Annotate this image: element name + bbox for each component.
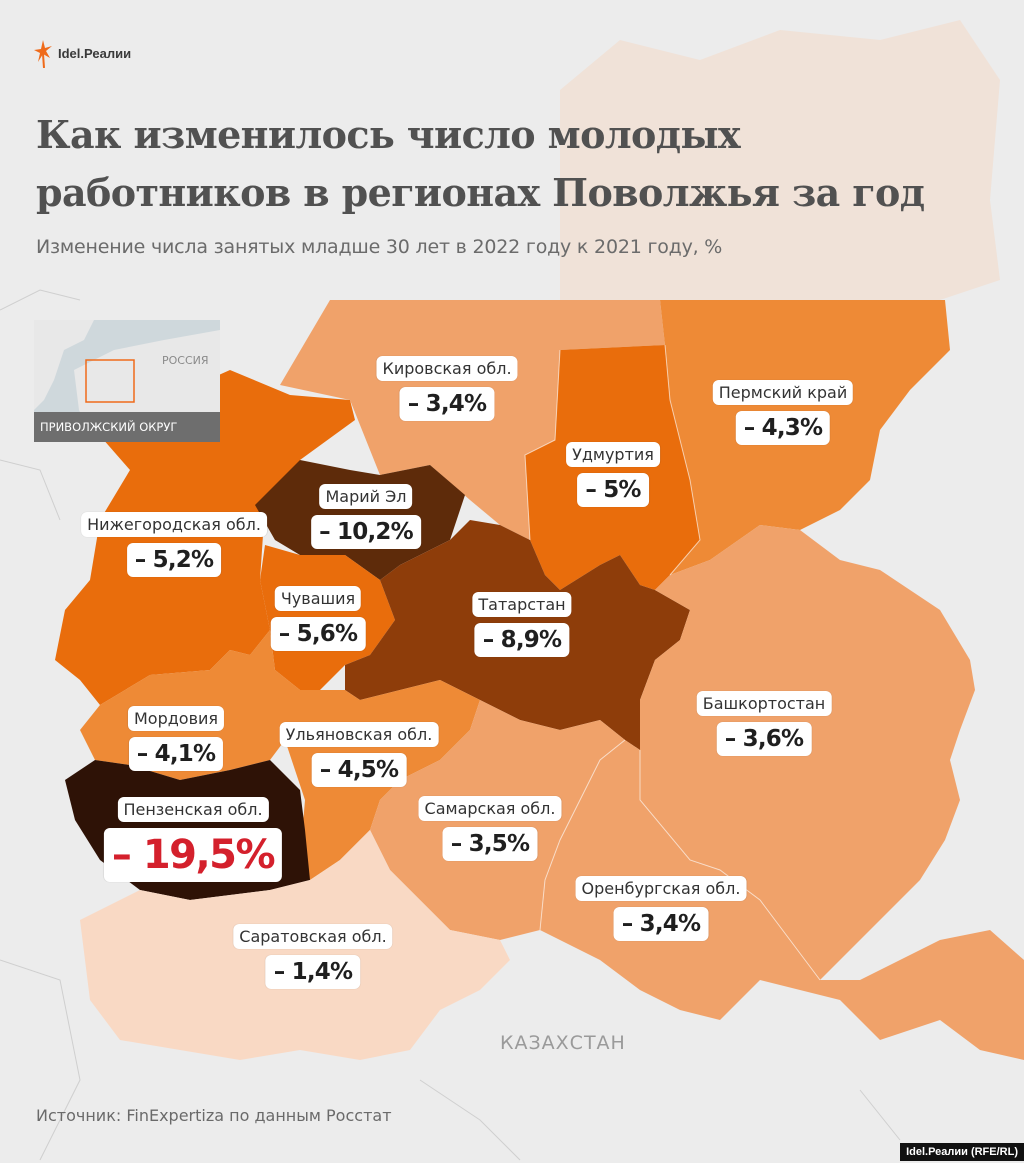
brand-logo[interactable]: Idel.Реалии (34, 38, 131, 68)
label-chuvashia: Чувашия – 5,6% (270, 586, 366, 651)
region-borders (524, 344, 821, 981)
region-value: – 5,6% (270, 617, 366, 651)
region-value: – 4,5% (311, 753, 407, 787)
region-name: Самарская обл. (418, 796, 562, 821)
region-name: Ульяновская обл. (279, 722, 439, 747)
country-label-kazakhstan: КАЗАХСТАН (500, 1032, 626, 1054)
label-orenburg: Оренбургская обл. – 3,4% (575, 876, 747, 941)
region-value: – 4,1% (128, 737, 224, 771)
inset-caption: ПРИВОЛЖСКИЙ ОКРУГ (34, 412, 220, 442)
region-value: – 3,4% (613, 907, 709, 941)
region-name: Чувашия (274, 586, 362, 611)
region-value: – 4,3% (735, 411, 831, 445)
label-kirov: Кировская обл. – 3,4% (376, 356, 518, 421)
region-value-highlight: – 19,5% (103, 828, 283, 882)
region-name: Татарстан (472, 592, 572, 617)
page-title: Как изменилось число молодых работников … (36, 106, 925, 222)
region-value: – 5,2% (126, 543, 222, 577)
region-value: – 3,6% (716, 722, 812, 756)
region-shape-nizhny (55, 370, 355, 705)
inset-country-label: РОССИЯ (162, 354, 209, 367)
title-line-1: Как изменилось число молодых (36, 112, 741, 157)
region-shape-orenburg (540, 740, 1024, 1060)
label-penza: Пензенская обл. – 19,5% (103, 797, 283, 882)
region-value: – 3,4% (399, 387, 495, 421)
region-value: – 3,5% (442, 827, 538, 861)
title-line-2: работников в регионах Поволжья за год (36, 170, 925, 215)
credit-badge: Idel.Реалии (RFE/RL) (900, 1143, 1024, 1161)
label-bashkortostan: Башкортостан – 3,6% (696, 691, 832, 756)
source-note: Источник: FinExpertiza по данным Росстат (36, 1106, 392, 1125)
neighbor-borders (0, 289, 901, 1161)
page-subtitle: Изменение числа занятых младше 30 лет в … (36, 236, 723, 258)
label-samara: Самарская обл. – 3,5% (418, 796, 562, 861)
background-region-shape (560, 20, 1000, 300)
region-name: Пермский край (712, 380, 854, 405)
logo-text: Idel.Реалии (58, 45, 132, 61)
region-name: Оренбургская обл. (575, 876, 747, 901)
region-value: – 5% (577, 473, 649, 507)
region-name: Мордовия (127, 706, 225, 731)
logo-icon (34, 40, 52, 68)
region-name: Марий Эл (319, 484, 413, 509)
label-saratov: Саратовская обл. – 1,4% (233, 924, 393, 989)
region-value: – 8,9% (474, 623, 570, 657)
region-name: Саратовская обл. (233, 924, 393, 949)
region-name: Пензенская обл. (117, 797, 269, 822)
label-perm: Пермский край – 4,3% (712, 380, 854, 445)
label-nizhny: Нижегородская обл. – 5,2% (81, 512, 267, 577)
label-udmurtia: Удмуртия – 5% (566, 442, 660, 507)
region-name: Удмуртия (566, 442, 660, 467)
region-name: Кировская обл. (376, 356, 518, 381)
label-mordovia: Мордовия – 4,1% (127, 706, 225, 771)
region-name: Нижегородская обл. (81, 512, 267, 537)
region-value: – 10,2% (311, 515, 421, 549)
label-ulyanovsk: Ульяновская обл. – 4,5% (279, 722, 439, 787)
region-shape-udmurtia (525, 345, 700, 590)
region-value: – 1,4% (265, 955, 361, 989)
label-mari-el: Марий Эл – 10,2% (311, 484, 421, 549)
inset-region-marker (85, 359, 135, 403)
region-name: Башкортостан (696, 691, 832, 716)
label-tatarstan: Татарстан – 8,9% (472, 592, 572, 657)
